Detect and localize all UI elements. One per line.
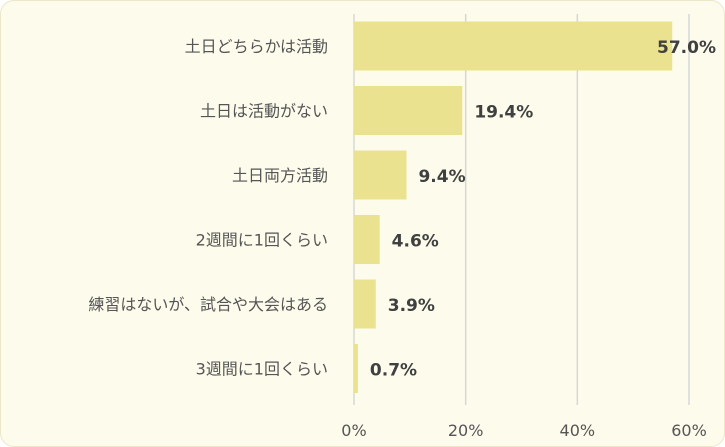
x-axis-tick-labels: 0% 20% 40% 60% bbox=[341, 421, 706, 440]
bar bbox=[354, 215, 380, 264]
x-tick-label: 60% bbox=[671, 421, 707, 440]
category-label: 練習はないが、試合や大会はある bbox=[88, 295, 328, 314]
category-label: 土日どちらかは活動 bbox=[185, 37, 328, 56]
value-label: 0.7% bbox=[370, 361, 417, 381]
gridlines bbox=[353, 14, 690, 405]
category-label: 3週間に1回くらい bbox=[196, 360, 328, 379]
bar bbox=[354, 150, 407, 200]
value-label: 3.9% bbox=[388, 296, 435, 316]
category-label: 土日両方活動 bbox=[232, 166, 328, 185]
x-tick-label: 40% bbox=[560, 421, 596, 440]
bar bbox=[354, 21, 673, 71]
bar bbox=[354, 344, 358, 393]
bar bbox=[354, 86, 463, 135]
bar bbox=[354, 279, 376, 329]
category-label: 土日は活動がない bbox=[200, 102, 328, 121]
value-labels: 57.0% 19.4% 9.4% 4.6% 3.9% 0.7% bbox=[370, 38, 716, 381]
value-label: 4.6% bbox=[392, 232, 439, 252]
value-label: 19.4% bbox=[474, 103, 533, 123]
bars bbox=[354, 21, 673, 393]
value-label: 9.4% bbox=[418, 167, 465, 187]
x-tick-label: 0% bbox=[341, 421, 366, 440]
x-tick-label: 20% bbox=[448, 421, 484, 440]
category-label: 2週間に1回くらい bbox=[196, 231, 328, 250]
value-label: 57.0% bbox=[657, 38, 716, 58]
